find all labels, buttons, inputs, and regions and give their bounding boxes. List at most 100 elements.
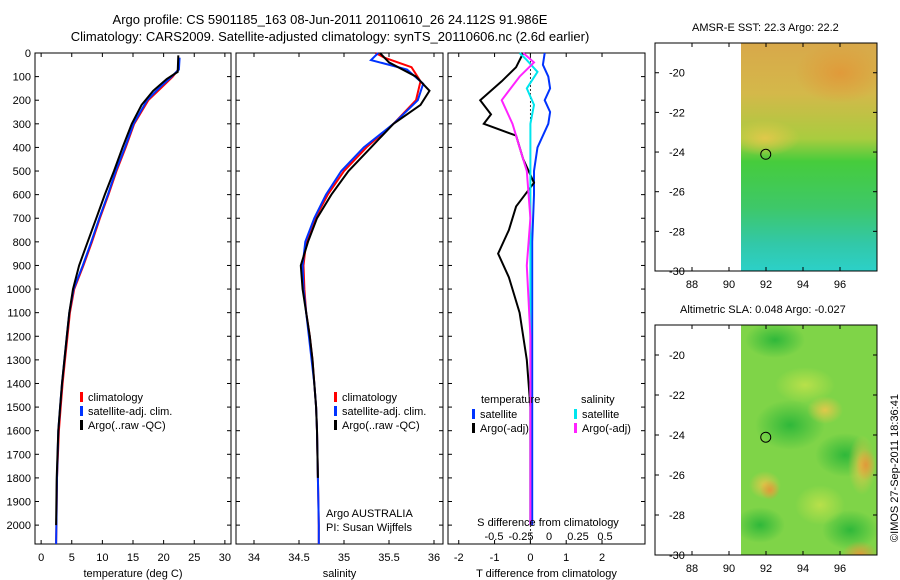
salinity-xlabel: salinity bbox=[323, 568, 357, 580]
temperature-legend-label: Argo(-adj) bbox=[480, 423, 529, 435]
sst-map-ytick-label: -20 bbox=[669, 68, 685, 80]
depth-tick-label: 400 bbox=[13, 142, 31, 154]
salinity-legend-label: climatology bbox=[342, 392, 398, 404]
depth-tick-label: 1500 bbox=[7, 402, 31, 414]
depth-tick-label: 600 bbox=[13, 190, 31, 202]
sst-warm-patch bbox=[741, 120, 800, 156]
depth-tick-label: 100 bbox=[13, 72, 31, 84]
sst-map-ytick-label: -26 bbox=[669, 187, 685, 199]
sla-anomaly-patch bbox=[741, 507, 785, 543]
temperature-legend-title: temperature bbox=[481, 394, 540, 406]
sst-warm-patch bbox=[795, 43, 877, 103]
sst-map-xtick-label: 90 bbox=[723, 279, 735, 291]
salinity-xtick-label: 35.5 bbox=[378, 552, 399, 564]
title-line-2: Climatology: CARS2009. Satellite-adjuste… bbox=[70, 29, 590, 44]
differences-xtick-label: 0 bbox=[527, 552, 533, 564]
depth-tick-label: 1900 bbox=[7, 497, 31, 509]
salinity-legend-swatch bbox=[334, 406, 337, 416]
temperature-xtick-label: 25 bbox=[188, 552, 200, 564]
sst-map-field bbox=[741, 43, 877, 271]
sst-map-ytick-label: -30 bbox=[669, 266, 685, 278]
depth-tick-label: 1300 bbox=[7, 355, 31, 367]
temperature-legend-swatch bbox=[472, 409, 475, 419]
salinity-legend-swatch bbox=[574, 409, 577, 419]
sla-map-xtick-label: 94 bbox=[797, 563, 809, 575]
depth-tick-label: 1200 bbox=[7, 331, 31, 343]
depth-tick-label: 800 bbox=[13, 237, 31, 249]
salinity-satellite-adj-clim--line bbox=[301, 52, 425, 544]
salinity-difference-tick-label: 0 bbox=[546, 531, 552, 543]
sst-map-ytick-label: -22 bbox=[669, 107, 685, 119]
salinity-difference-tick-label: 0.5 bbox=[597, 531, 612, 543]
temperature-xlabel: temperature (deg C) bbox=[83, 568, 182, 580]
sst-map-ytick-label: -28 bbox=[669, 226, 685, 238]
temperature-legend-swatch bbox=[472, 423, 475, 433]
temperature-xtick-label: 10 bbox=[96, 552, 108, 564]
sla-anomaly-patch bbox=[807, 396, 843, 424]
temperature-legend-swatch bbox=[80, 420, 83, 430]
sla-anomaly-patch bbox=[760, 480, 780, 500]
temperature-legend-label: Argo(..raw -QC) bbox=[88, 420, 166, 432]
argo-program-label: Argo AUSTRALIA bbox=[326, 508, 413, 520]
salinity-xtick-label: 34 bbox=[248, 552, 260, 564]
salinity-xtick-label: 36 bbox=[428, 552, 440, 564]
title-line-1: Argo profile: CS 5901185_163 08-Jun-2011… bbox=[112, 12, 548, 27]
temperature-legend-swatch bbox=[80, 392, 83, 402]
salinity-legend-swatch bbox=[574, 423, 577, 433]
sla-map-xtick-label: 88 bbox=[686, 563, 698, 575]
differences-xtick-label: -1 bbox=[490, 552, 500, 564]
sla-map-title: Altimetric SLA: 0.048 Argo: -0.027 bbox=[680, 304, 846, 316]
depth-tick-label: 1600 bbox=[7, 426, 31, 438]
salinity-legend-label: Argo(..raw -QC) bbox=[342, 420, 420, 432]
temperature-xtick-label: 0 bbox=[38, 552, 44, 564]
differences-xtick-label: 1 bbox=[563, 552, 569, 564]
depth-tick-label: 700 bbox=[13, 213, 31, 225]
sla-map-xtick-label: 92 bbox=[760, 563, 772, 575]
sla-map-ytick-label: -28 bbox=[669, 510, 685, 522]
temperature-legend-label: satellite bbox=[480, 409, 517, 421]
differences-temperature-argo-adj--line bbox=[478, 52, 536, 526]
sst-map-title: AMSR-E SST: 22.3 Argo: 22.2 bbox=[692, 22, 839, 34]
salinity-legend-label: Argo(-adj) bbox=[582, 423, 631, 435]
differences-xtick-label: -2 bbox=[454, 552, 464, 564]
temperature-legend-label: satellite-adj. clim. bbox=[88, 406, 172, 418]
temperature-argo-line bbox=[55, 55, 180, 526]
sla-map-ytick-label: -26 bbox=[669, 470, 685, 482]
sla-anomaly-patch bbox=[842, 541, 877, 555]
salinity-climatology-line bbox=[302, 52, 422, 544]
temperature-legend-swatch bbox=[80, 406, 83, 416]
sla-anomaly-patch bbox=[775, 367, 835, 403]
temperature-xtick-label: 20 bbox=[158, 552, 170, 564]
salinity-legend-label: satellite bbox=[582, 409, 619, 421]
sst-map-argo-location-marker bbox=[760, 148, 772, 160]
salinity-axes-frame bbox=[235, 52, 444, 545]
depth-tick-label: 1100 bbox=[7, 308, 31, 320]
salinity-legend-swatch bbox=[334, 420, 337, 430]
sla-map-field bbox=[741, 325, 877, 555]
temperature-xtick-label: 30 bbox=[219, 552, 231, 564]
sst-map-xtick-label: 92 bbox=[760, 279, 772, 291]
differences-temperature-satellite-line bbox=[531, 52, 552, 526]
differences-xtick-label: 2 bbox=[599, 552, 605, 564]
salinity-xtick-label: 34.5 bbox=[288, 552, 309, 564]
differences-axes-frame bbox=[447, 52, 646, 545]
sla-map-ytick-label: -30 bbox=[669, 550, 685, 562]
depth-tick-label: 900 bbox=[13, 260, 31, 272]
sla-map-ytick-label: -22 bbox=[669, 390, 685, 402]
salinity-legend-title: salinity bbox=[581, 394, 615, 406]
depth-tick-label: 0 bbox=[25, 48, 31, 60]
sla-anomaly-patch bbox=[745, 325, 805, 358]
salinity-difference-tick-label: -0.5 bbox=[485, 531, 504, 543]
sla-anomaly-patch bbox=[795, 485, 845, 525]
differences-xlabel: T difference from climatology bbox=[476, 568, 617, 580]
salinity-legend-swatch bbox=[334, 392, 337, 402]
depth-tick-label: 300 bbox=[13, 119, 31, 131]
depth-tick-label: 200 bbox=[13, 95, 31, 107]
sla-map-xtick-label: 96 bbox=[834, 563, 846, 575]
temperature-satellite-adj-clim--line bbox=[55, 57, 181, 545]
sla-map-ytick-label: -24 bbox=[669, 430, 685, 442]
depth-tick-label: 1400 bbox=[7, 378, 31, 390]
salinity-difference-tick-label: -0.25 bbox=[508, 531, 533, 543]
sst-map-ytick-label: -24 bbox=[669, 147, 685, 159]
